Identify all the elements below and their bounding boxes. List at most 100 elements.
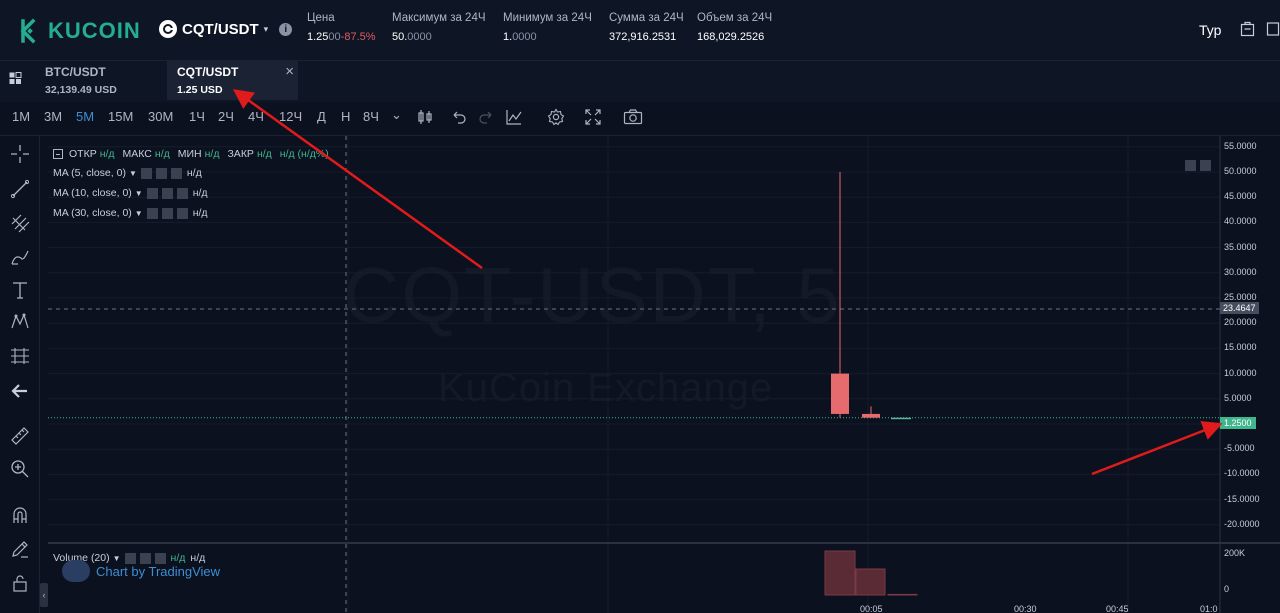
timeframe-week[interactable]: Н [341, 109, 351, 124]
eye-icon [124, 552, 136, 564]
timeframe-15m[interactable]: 15M [108, 109, 134, 124]
indicator-label: MA (30, close, 0) [53, 207, 132, 219]
timeframe-12h[interactable]: 12Ч [279, 109, 303, 124]
indicator-ma30[interactable]: MA (30, close, 0) ▼ н/д [53, 207, 208, 219]
brush-icon[interactable] [9, 246, 31, 268]
volume-tick-label: 0 [1224, 584, 1230, 594]
tour-link[interactable]: Тур [1199, 22, 1222, 38]
chevron-down-icon: ▼ [112, 553, 121, 563]
tradingview-icon [62, 560, 90, 582]
timeframe-8h[interactable]: 8Ч [363, 109, 379, 124]
pair-tabs-bar: BTC/USDT 32,139.49 USD CQT/USDT 1.25 USD… [0, 61, 1280, 102]
drawing-tools-sidebar [0, 136, 40, 613]
candle-body [831, 373, 849, 414]
settings-panel-icon[interactable] [1266, 21, 1280, 37]
indicator-label: MA (10, close, 0) [53, 187, 132, 199]
change-value: н/д (н/д%) [279, 148, 329, 160]
close-label: ЗАКР [227, 148, 254, 160]
indicators-icon[interactable] [505, 108, 523, 126]
chevron-down-icon: ▼ [134, 188, 143, 198]
volume-bar [824, 550, 856, 596]
top-header: KUCOIN CQT/USDT ▾ i Цена 1.2500-87.5% Ма… [0, 0, 1280, 61]
arrow-left-icon[interactable] [9, 380, 31, 402]
gear-icon [139, 552, 151, 564]
trend-line-icon[interactable] [9, 178, 31, 200]
scale-left-button[interactable] [1185, 160, 1196, 171]
timeframe-3m[interactable]: 3M [44, 109, 63, 124]
stat-value: 1.2500-87.5% [307, 31, 376, 43]
zoom-in-icon[interactable] [9, 458, 31, 480]
timeframe-1m[interactable]: 1M [12, 109, 31, 124]
prediction-tool-icon[interactable] [9, 345, 31, 367]
gear-icon [155, 167, 167, 179]
timeframe-more-icon[interactable]: ⌄ [391, 107, 402, 122]
low-value: н/д [204, 148, 220, 160]
timeframe-30m[interactable]: 30M [148, 109, 174, 124]
stat-value: 372,916.2531 [609, 31, 677, 43]
candle-type-icon[interactable] [416, 108, 434, 126]
gear-icon [161, 187, 173, 199]
price-tick-label: -5.0000 [1224, 443, 1255, 454]
text-tool-icon[interactable] [9, 279, 31, 301]
scale-right-button[interactable] [1200, 160, 1211, 171]
price-tick-label: 30.0000 [1224, 266, 1257, 277]
chart-canvas[interactable] [48, 136, 1280, 613]
price-tick-label: -10.0000 [1224, 468, 1260, 479]
volume-ma-value: н/д [190, 552, 206, 564]
tradingview-link[interactable]: Chart by TradingView [62, 560, 220, 582]
redo-icon[interactable] [477, 108, 495, 126]
ruler-icon[interactable] [9, 425, 31, 447]
close-tab-icon[interactable]: × [285, 63, 294, 80]
undo-icon[interactable] [450, 108, 468, 126]
indicator-value: н/д [192, 207, 208, 219]
layout-grid-icon[interactable] [9, 72, 22, 85]
pair-selector[interactable]: CQT/USDT ▾ i [159, 20, 293, 38]
chevron-down-icon: ▼ [128, 168, 137, 178]
price-change: -87.5% [340, 31, 376, 43]
timeframe-5m[interactable]: 5M [76, 109, 95, 124]
timeframe-1h[interactable]: 1Ч [189, 109, 205, 124]
close-icon [176, 187, 188, 199]
info-icon[interactable]: i [279, 22, 293, 36]
tab-cqt-usdt[interactable]: CQT/USDT 1.25 USD × [167, 61, 298, 100]
fib-tool-icon[interactable] [9, 212, 31, 234]
timeframe-day[interactable]: Д [317, 109, 326, 124]
tab-pair-name: BTC/USDT [45, 65, 106, 79]
price-tick-label: 35.0000 [1224, 241, 1257, 252]
tradingview-text: Chart by TradingView [96, 563, 221, 579]
stat-amount-24h: Сумма за 24Ч 372,916.2531 [609, 12, 684, 43]
camera-icon[interactable] [623, 108, 643, 126]
indicator-ma5[interactable]: MA (5, close, 0) ▼ н/д [53, 167, 202, 179]
draw-mode-icon[interactable] [9, 538, 31, 560]
indicator-value: н/д [186, 167, 202, 179]
collapse-legend-icon[interactable] [53, 149, 63, 159]
tab-pair-name: CQT/USDT [177, 65, 239, 79]
collapse-toolbar-button[interactable]: ‹ [40, 583, 48, 607]
gear-icon[interactable] [547, 108, 565, 126]
eye-icon [140, 167, 152, 179]
price-tick-label: 50.0000 [1224, 166, 1257, 176]
candle-body [862, 413, 880, 418]
price-tick-label: -20.0000 [1224, 518, 1260, 529]
fullscreen-icon[interactable] [584, 108, 602, 126]
crosshair-price-tag: 23.4647 [1220, 302, 1259, 314]
stat-label: Минимум за 24Ч [503, 12, 592, 24]
timeframe-2h[interactable]: 2Ч [218, 109, 234, 124]
pattern-tool-icon[interactable] [9, 311, 31, 333]
indicator-value: н/д [192, 187, 208, 199]
time-tick-label: 01:0 [1200, 604, 1218, 613]
price-tick-label: 45.0000 [1224, 191, 1257, 202]
orders-icon[interactable] [1240, 21, 1255, 37]
lock-icon[interactable] [9, 572, 31, 594]
crosshair-icon[interactable] [9, 143, 31, 165]
kucoin-logo[interactable]: KUCOIN [14, 18, 141, 44]
indicator-ma10[interactable]: MA (10, close, 0) ▼ н/д [53, 187, 208, 199]
stat-high-24h: Максимум за 24Ч 50.0000 [392, 12, 486, 43]
price-tick-label: 20.0000 [1224, 317, 1257, 328]
magnet-icon[interactable] [9, 505, 31, 527]
stat-volume-24h: Объем за 24Ч 168,029.2526 [697, 12, 772, 43]
tab-btc-usdt[interactable]: BTC/USDT 32,139.49 USD [35, 61, 160, 100]
stat-value: 50.0000 [392, 31, 432, 43]
timeframe-4h[interactable]: 4Ч [248, 109, 264, 124]
